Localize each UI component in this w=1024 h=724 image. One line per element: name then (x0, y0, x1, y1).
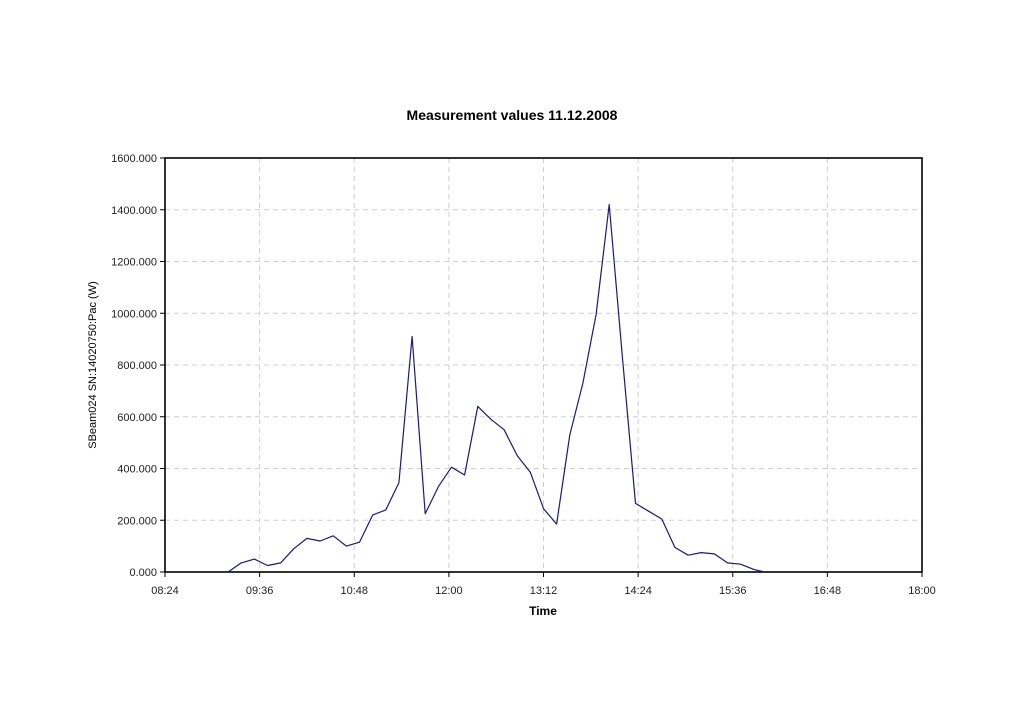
x-tick-label: 15:36 (719, 585, 747, 597)
x-tick-label: 10:48 (340, 585, 368, 597)
y-axis-label: SBeam024 SN:14020750:Pac (W) (87, 281, 99, 449)
x-tick-label: 13:12 (530, 585, 558, 597)
y-tick-label: 1200.000 (111, 257, 157, 269)
x-axis-label: Time (529, 604, 557, 618)
y-tick-label: 800.000 (117, 360, 157, 372)
x-axis-ticks: 08:24 09:36 10:48 12:00 13:12 14:24 15:36 16:48… (151, 572, 936, 597)
x-tick-label: 14:24 (624, 585, 652, 597)
chart-title: Measurement values 11.12.2008 (407, 107, 618, 123)
x-tick-label: 09:36 (246, 585, 274, 597)
y-axis-ticks: 0.000 200.000 400.000 600.000 800.000 1000.00… (111, 153, 165, 579)
x-tick-label: 08:24 (151, 585, 179, 597)
y-tick-label: 1400.000 (111, 205, 157, 217)
y-tick-label: 200.000 (117, 515, 157, 527)
grid (165, 158, 922, 572)
y-tick-label: 0.000 (129, 567, 157, 579)
y-tick-label: 600.000 (117, 412, 157, 424)
y-tick-label: 1000.000 (111, 308, 157, 320)
y-tick-label: 400.000 (117, 464, 157, 476)
x-tick-label: 16:48 (814, 585, 842, 597)
x-tick-label: 18:00 (908, 585, 936, 597)
series-line (227, 204, 765, 573)
y-tick-label: 1600.000 (111, 153, 157, 165)
x-tick-label: 12:00 (435, 585, 463, 597)
